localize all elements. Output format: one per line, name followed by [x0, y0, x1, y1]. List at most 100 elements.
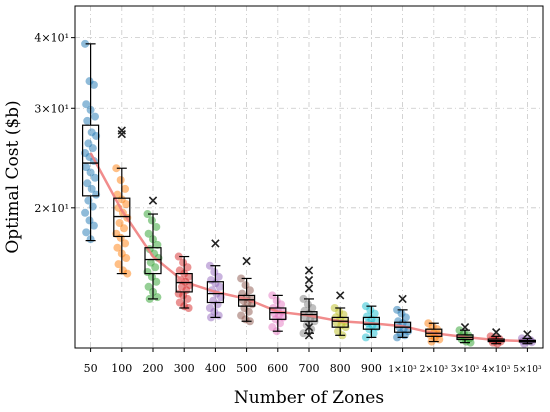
x-tick-label: 1×10³	[388, 365, 417, 375]
data-point	[85, 216, 94, 225]
data-point	[82, 100, 91, 109]
outlier-marker	[304, 323, 314, 332]
y-axis-label: Optimal Cost ($b)	[3, 100, 23, 253]
x-tick-label: 600	[267, 362, 288, 375]
box	[238, 294, 256, 307]
data-point	[214, 272, 223, 281]
outlier-marker	[460, 323, 470, 332]
data-point	[153, 240, 162, 249]
data-point	[122, 200, 131, 209]
data-point	[299, 294, 308, 303]
x-tick-label: 3×10³	[451, 365, 480, 375]
data-point	[151, 263, 160, 272]
box	[300, 311, 318, 322]
data-point	[215, 282, 224, 291]
data-point	[82, 228, 91, 237]
x-axis: 50 100 200 300 400 500 600 700 800 900 1×10³ 2×10³ 3…	[84, 348, 542, 375]
data-point	[466, 338, 475, 347]
outlier-marker	[492, 328, 501, 337]
x-tick-label: 4×10³	[482, 365, 511, 375]
data-point	[152, 222, 161, 231]
data-point	[299, 329, 308, 338]
box	[206, 281, 224, 304]
data-point	[237, 274, 246, 283]
data-point	[116, 175, 125, 184]
outlier-marker	[304, 266, 314, 275]
box	[269, 307, 287, 320]
data-point	[120, 224, 128, 233]
x-tick-label: 700	[299, 362, 320, 375]
x-tick-label: 500	[236, 362, 257, 375]
data-point	[401, 313, 410, 322]
data-point	[268, 291, 277, 300]
data-point	[361, 333, 370, 342]
data-point	[121, 239, 130, 248]
data-point	[91, 173, 99, 182]
box	[144, 247, 162, 275]
outlier-marker	[398, 294, 407, 304]
outlier-marker	[211, 239, 220, 248]
outlier-marker	[304, 331, 314, 340]
data-point	[113, 243, 122, 252]
outlier-marker	[242, 256, 251, 266]
data-point	[83, 179, 92, 188]
outlier-marker	[336, 291, 345, 300]
box-plots	[81, 43, 537, 345]
data-point	[86, 168, 95, 177]
data-point	[114, 260, 123, 269]
data-point	[88, 144, 97, 153]
box	[81, 124, 100, 197]
data-point	[144, 229, 153, 238]
data-point	[121, 184, 130, 193]
data-point	[152, 277, 161, 286]
x-tick-label: 50	[84, 362, 98, 375]
data-point	[393, 333, 402, 342]
x-tick-label: 300	[174, 362, 195, 375]
outlier-marker	[304, 284, 314, 293]
data-point	[81, 39, 90, 48]
data-point	[83, 116, 92, 125]
x-tick-label: 400	[205, 362, 226, 375]
y-tick-label: 2×10¹	[34, 202, 69, 215]
data-point	[82, 163, 91, 172]
data-point	[81, 208, 90, 217]
x-tick-label: 900	[361, 362, 382, 375]
data-point	[91, 112, 99, 121]
data-point	[122, 254, 131, 263]
outlier-marker	[523, 330, 532, 339]
y-tick-label: 4×10¹	[34, 32, 69, 45]
outlier-marker	[117, 126, 126, 135]
data-point	[245, 286, 254, 295]
grid-lines	[75, 6, 543, 348]
x-tick-label: 5×10³	[513, 365, 542, 375]
outlier-marker	[304, 275, 314, 285]
data-point	[183, 294, 192, 303]
data-point	[112, 164, 121, 173]
mean-trend-line	[89, 152, 528, 343]
data-point	[115, 219, 124, 228]
data-point	[87, 184, 96, 193]
x-tick-label: 2×10³	[420, 365, 449, 375]
data-point	[89, 221, 98, 230]
x-axis-label: Number of Zones	[234, 388, 384, 408]
x-tick-label: 100	[111, 362, 132, 375]
data-point	[89, 80, 98, 89]
y-tick-label: 3×10¹	[34, 102, 69, 115]
data-point	[147, 216, 156, 225]
data-point	[153, 293, 162, 302]
outlier-marker	[148, 196, 158, 205]
data-point	[116, 233, 125, 242]
y-axis: 2×10¹ 3×10¹ 4×10¹	[34, 32, 75, 215]
data-point	[183, 263, 192, 272]
data-point	[143, 210, 152, 219]
box	[331, 316, 349, 328]
box	[362, 316, 380, 330]
data-point	[174, 252, 183, 261]
x-tick-label: 200	[143, 362, 164, 375]
x-tick-label: 800	[330, 362, 351, 375]
box	[113, 197, 131, 238]
data-point	[205, 261, 214, 270]
data-point	[123, 269, 132, 278]
outlier-marker	[117, 129, 126, 139]
